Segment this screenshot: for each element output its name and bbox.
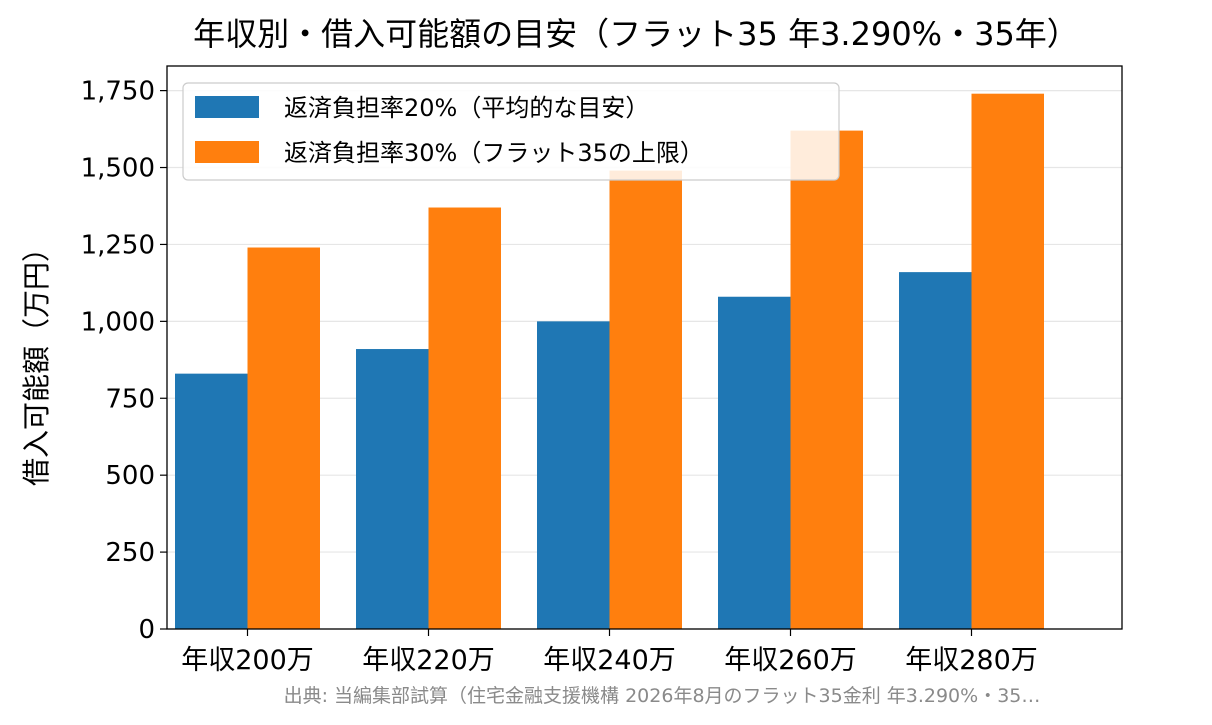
y-axis: 0 250 500 750 1,000 1,250 1,500 1,750 — [81, 77, 167, 645]
chart-title: 年収別・借入可能額の目安（フラット35 年3.290%・35年） — [193, 15, 1079, 53]
bars — [175, 93, 1044, 630]
legend-swatch — [195, 96, 259, 118]
legend-swatch — [195, 141, 259, 163]
legend-label: 返済負担率20%（平均的な目安） — [284, 94, 649, 122]
y-tick-label: 500 — [105, 461, 155, 491]
bar-ratio30-1 — [247, 247, 320, 629]
y-tick-label: 1,250 — [81, 230, 155, 260]
bar-ratio20-4 — [718, 296, 791, 629]
plot-frame — [166, 65, 1123, 630]
bar-ratio20-1 — [175, 373, 248, 629]
y-tick-label: 1,750 — [81, 77, 155, 107]
x-axis: 年収200万 年収220万 年収240万 年収260万 年収280万 — [181, 629, 1038, 676]
x-tick-label: 年収220万 — [362, 645, 495, 676]
source-note: 出典: 当編集部試算（住宅金融支援機構 2026年8月のフラット35金利 年3.… — [284, 685, 1041, 707]
y-tick-label: 1,500 — [81, 154, 155, 184]
bar-ratio30-2 — [428, 207, 501, 630]
bar-ratio30-3 — [609, 170, 682, 630]
y-tick-label: 1,000 — [81, 307, 155, 337]
legend-box — [182, 82, 840, 181]
x-tick-label: 年収280万 — [905, 645, 1038, 676]
bar-ratio20-5 — [899, 272, 972, 629]
legend-label: 返済負担率30%（フラット35の上限） — [284, 139, 704, 167]
y-tick-label: 0 — [138, 615, 155, 645]
bar-ratio30-4 — [790, 130, 863, 629]
y-axis-label: 借入可能額（万円） — [20, 234, 53, 486]
x-tick-label: 年収240万 — [543, 645, 676, 676]
x-tick-label: 年収260万 — [724, 645, 857, 676]
y-tick-label: 250 — [105, 538, 155, 568]
y-tick-label: 750 — [105, 384, 155, 414]
legend: 返済負担率20%（平均的な目安） 返済負担率30%（フラット35の上限） — [182, 82, 840, 181]
bar-ratio30-5 — [971, 93, 1044, 629]
bar-ratio20-3 — [537, 321, 610, 629]
x-tick-label: 年収200万 — [181, 645, 314, 676]
bar-ratio20-2 — [356, 349, 429, 629]
